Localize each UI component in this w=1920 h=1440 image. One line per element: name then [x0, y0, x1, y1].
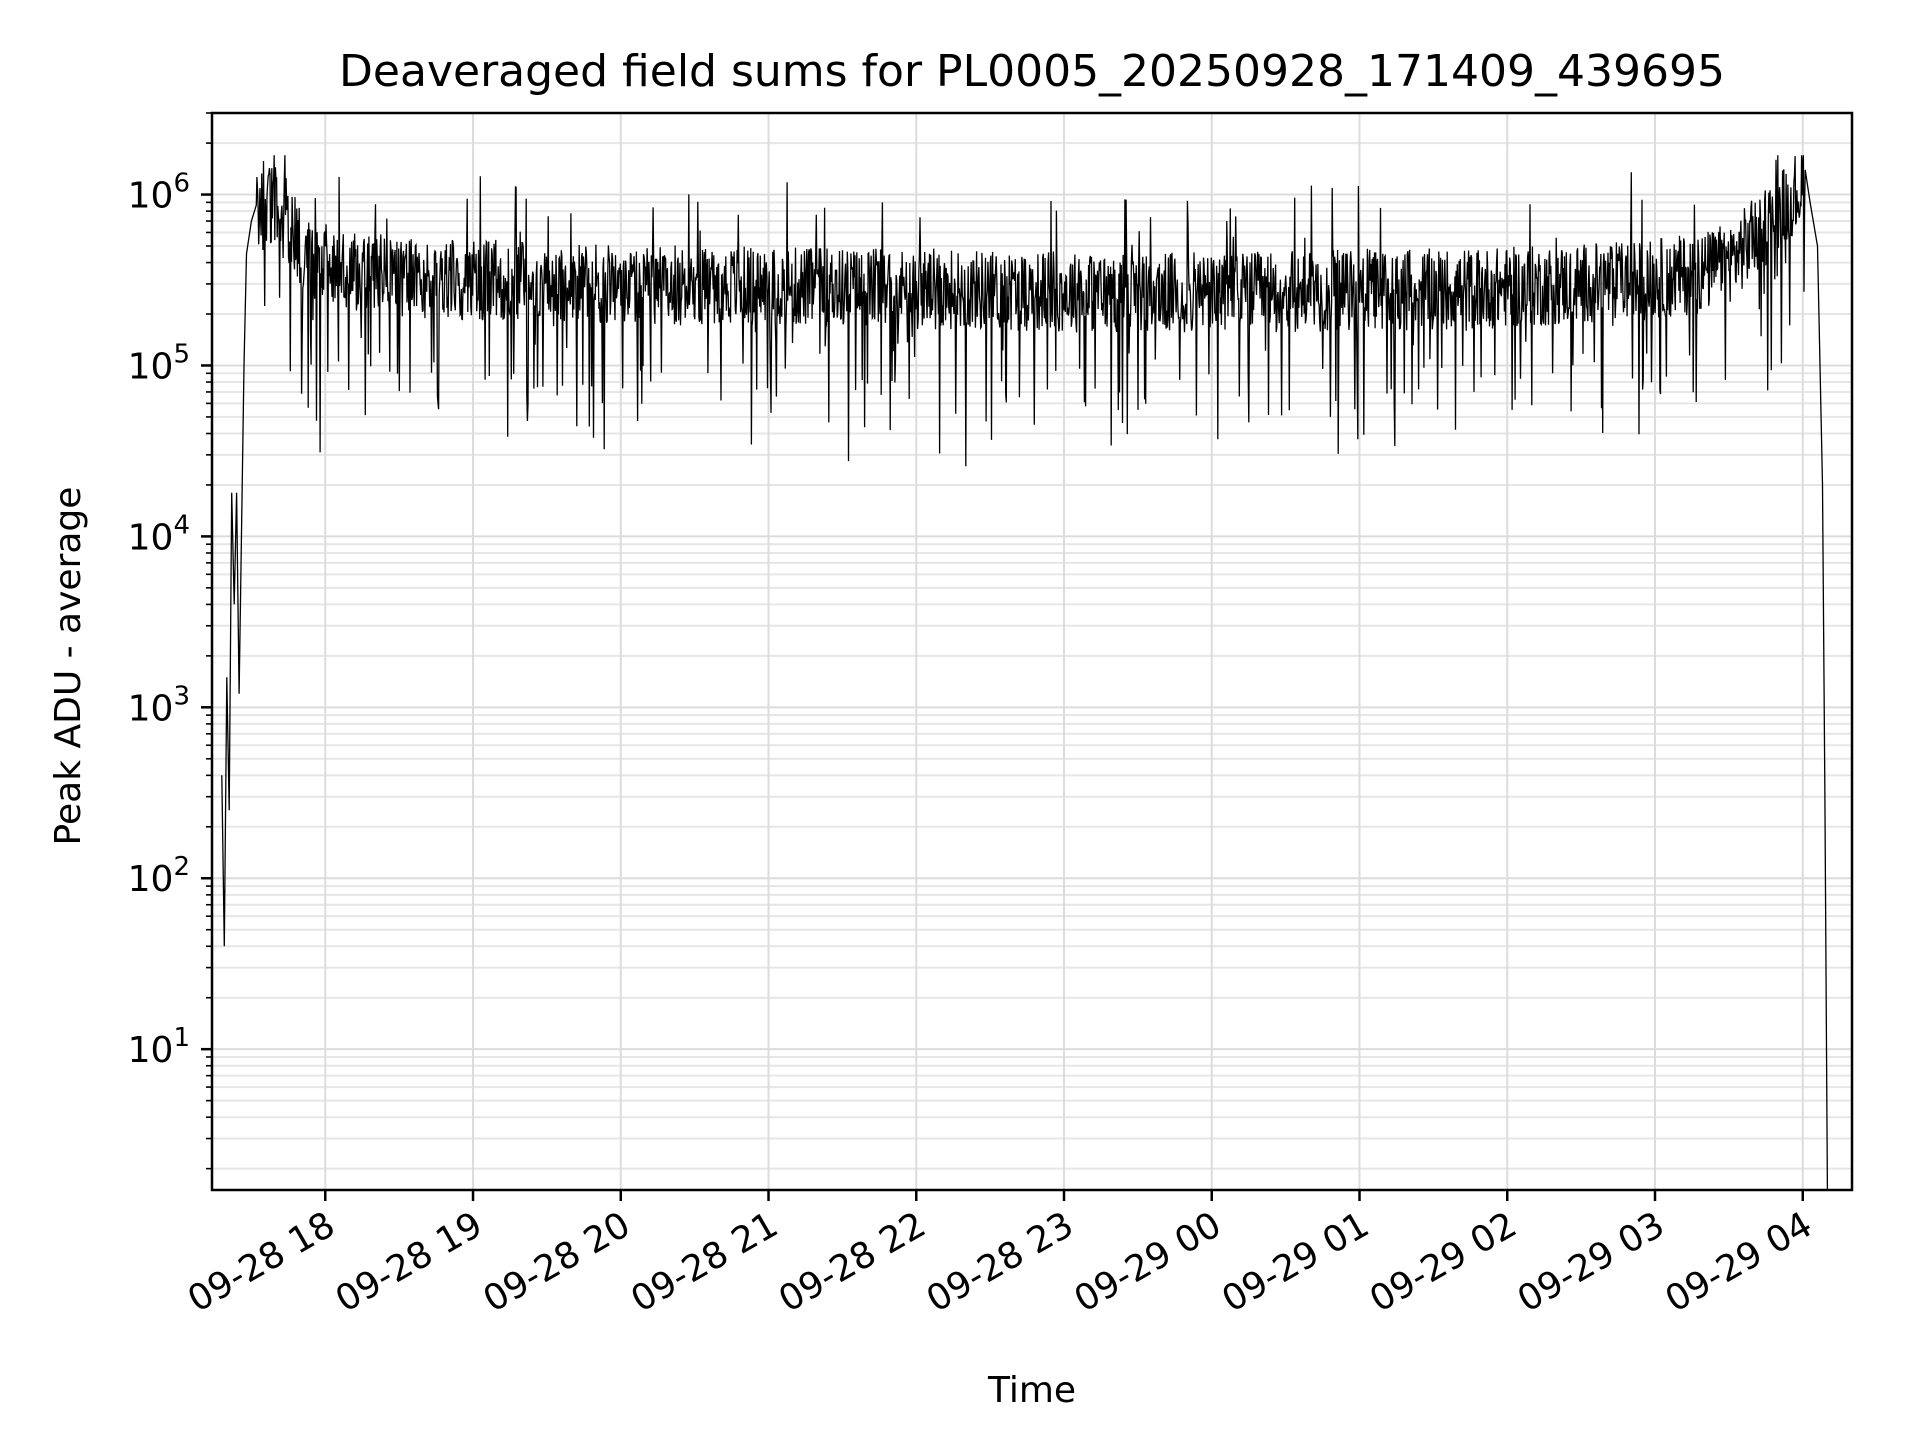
y-tick-label: 101 — [128, 1023, 190, 1071]
y-tick-label: 103 — [128, 681, 190, 729]
y-tick-label: 104 — [128, 510, 190, 558]
x-axis-label: Time — [987, 1370, 1076, 1411]
y-axis-label: Peak ADU - average — [48, 487, 89, 846]
series-line — [221, 155, 1829, 1191]
series-layer — [221, 155, 1829, 1191]
y-tick-label: 105 — [128, 339, 190, 387]
plot-frame — [210, 111, 1854, 1192]
chart-title: Deaveraged field sums for PL0005_2025092… — [339, 46, 1725, 97]
y-tick-label: 102 — [128, 852, 190, 900]
y-tick-label: 106 — [128, 169, 190, 217]
y-axis: 101 102 103 104 105 106 — [128, 112, 212, 1170]
